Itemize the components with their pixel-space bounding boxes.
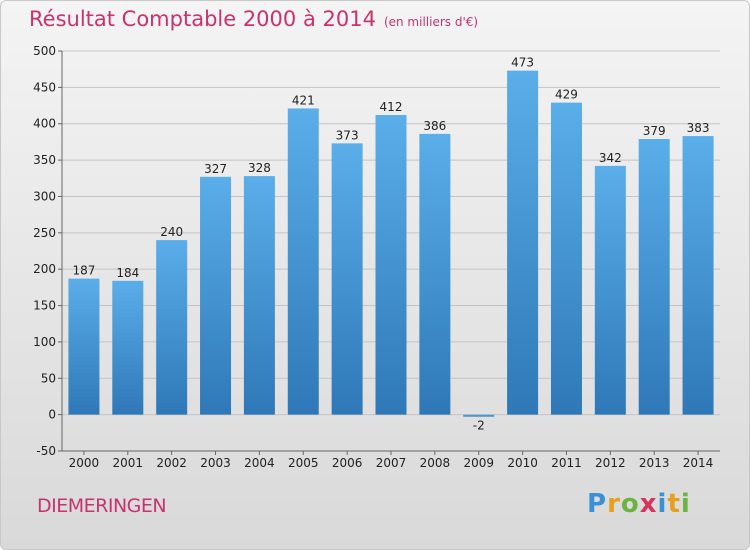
- bar-2012: [594, 165, 626, 415]
- y-tick-label: 50: [41, 371, 56, 385]
- data-label-2014: 383: [687, 121, 710, 135]
- x-tick-label-2007: 2007: [376, 456, 407, 470]
- y-tick-label: 100: [33, 335, 56, 349]
- bar-2014: [682, 136, 714, 415]
- x-tick-label-2014: 2014: [683, 456, 714, 470]
- bars: [68, 70, 714, 417]
- bar-2001: [112, 280, 144, 415]
- place-name: DIEMERINGEN: [37, 495, 167, 517]
- bar-2003: [200, 176, 232, 415]
- bar-2009: [463, 414, 495, 417]
- y-tick-label: 350: [33, 153, 56, 167]
- x-tick-label-2000: 2000: [69, 456, 100, 470]
- data-label-2006: 373: [336, 128, 359, 142]
- data-label-2001: 184: [116, 266, 139, 280]
- x-tick-label-2008: 2008: [420, 456, 451, 470]
- bar-2007: [375, 115, 407, 415]
- data-label-2002: 240: [160, 225, 183, 239]
- x-tick-label-2011: 2011: [551, 456, 582, 470]
- y-tick-label: 500: [33, 44, 56, 58]
- bar-2004: [243, 176, 275, 415]
- y-tick-label: 200: [33, 262, 56, 276]
- y-tick-label: 250: [33, 226, 56, 240]
- bar-2011: [550, 102, 582, 415]
- data-label-2005: 421: [292, 93, 315, 107]
- y-tick-label: 400: [33, 117, 56, 131]
- bar-2002: [156, 240, 188, 415]
- x-tick-label-2002: 2002: [156, 456, 187, 470]
- x-tick-label-2006: 2006: [332, 456, 363, 470]
- bar-2013: [638, 139, 670, 415]
- x-tick-label-2005: 2005: [288, 456, 319, 470]
- y-tick-label: 450: [33, 80, 56, 94]
- y-tick-label: 150: [33, 299, 56, 313]
- x-tick-label-2010: 2010: [507, 456, 538, 470]
- y-tick-label: 300: [33, 189, 56, 203]
- data-label-2009: -2: [473, 419, 485, 433]
- data-label-2007: 412: [380, 100, 403, 114]
- x-tick-label-2012: 2012: [595, 456, 626, 470]
- bar-2008: [419, 133, 451, 415]
- bar-2005: [287, 108, 319, 415]
- bar-2010: [507, 70, 539, 415]
- axes: -50 0 50 100 150 200 250 300 350 400 450 500 2000 200…: [33, 44, 720, 470]
- data-label-2013: 379: [643, 124, 666, 138]
- y-tick-label: -50: [36, 444, 56, 458]
- chart-title-text: Résultat Comptable 2000 à 2014: [29, 7, 376, 31]
- y-tick-label: 0: [48, 408, 56, 422]
- x-tick-label-2009: 2009: [463, 456, 494, 470]
- x-tick-label-2003: 2003: [200, 456, 231, 470]
- data-label-2000: 187: [72, 264, 95, 278]
- data-label-2003: 327: [204, 162, 227, 176]
- bar-2006: [331, 143, 363, 415]
- data-label-2012: 342: [599, 151, 622, 165]
- data-label-2008: 386: [423, 119, 446, 133]
- x-tick-label-2004: 2004: [244, 456, 275, 470]
- data-label-2011: 429: [555, 88, 578, 102]
- chart-unit: (en milliers d'€): [383, 15, 479, 29]
- data-label-2010: 473: [511, 56, 534, 70]
- bar-2000: [68, 278, 100, 415]
- proxiti-logo: Proxiti: [587, 489, 691, 519]
- x-tick-label-2001: 2001: [113, 456, 144, 470]
- data-label-2004: 328: [248, 161, 271, 175]
- chart-title: Résultat Comptable 2000 à 2014 (en millie…: [29, 7, 478, 31]
- data-labels: 187 184 240 327 328 421 373 412 386 -2 473 429 342 37…: [72, 56, 709, 433]
- x-tick-label-2013: 2013: [639, 456, 670, 470]
